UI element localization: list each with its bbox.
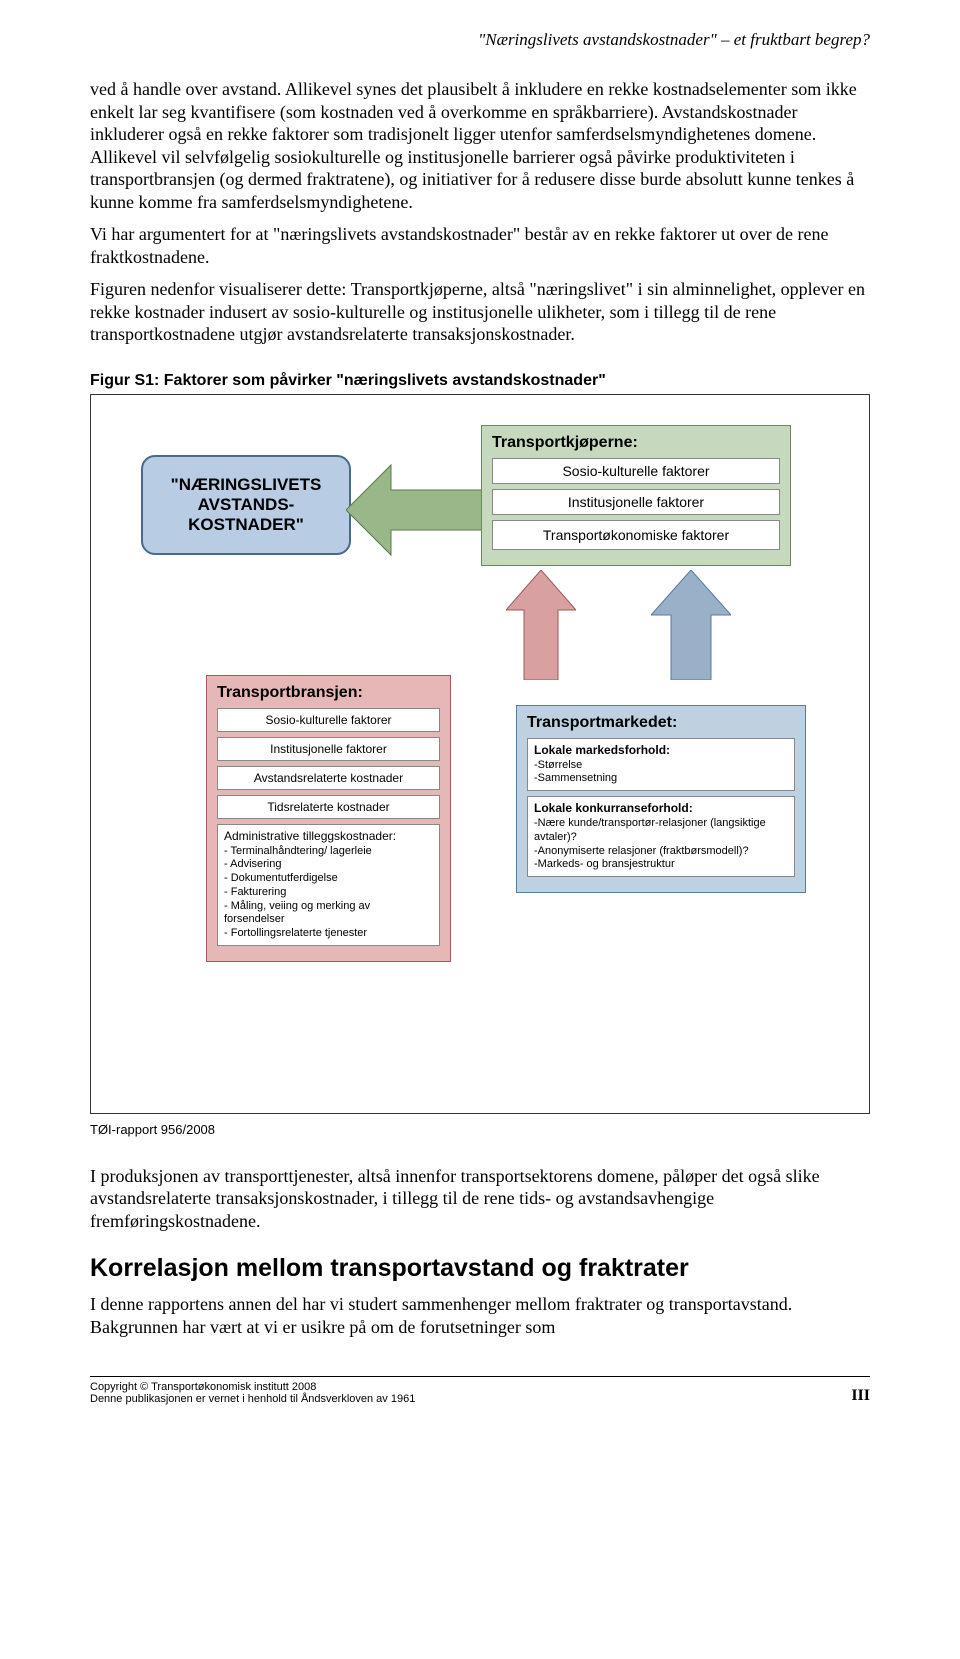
- list-item: -Nære kunde/transportør-relasjoner (lang…: [534, 817, 788, 845]
- page-footer: Copyright © Transportøkonomisk institutt…: [90, 1376, 870, 1405]
- footer-left: Copyright © Transportøkonomisk institutt…: [90, 1381, 415, 1405]
- body-text-block: I denne rapportens annen del har vi stud…: [90, 1293, 870, 1338]
- diagram: "NÆRINGSLIVETS AVSTANDS-KOSTNADER" Trans…: [111, 425, 849, 1093]
- copyright-line: Copyright © Transportøkonomisk institutt…: [90, 1381, 415, 1393]
- admin-label: Administrative tilleggskostnader:: [224, 829, 433, 843]
- body-text-block: ved å handle over avstand. Allikevel syn…: [90, 78, 870, 346]
- subbox: Institusjonelle faktorer: [217, 737, 440, 761]
- list-item: - Måling, veiing og merking av forsendel…: [224, 900, 433, 928]
- running-header: "Næringslivets avstandskostnader" – et f…: [90, 30, 870, 50]
- node-industry-title: Transportbransjen:: [217, 684, 440, 702]
- subbox-admin: Administrative tilleggskostnader: - Term…: [217, 824, 440, 946]
- node-market-title: Transportmarkedet:: [527, 714, 795, 732]
- node-buyers-title: Transportkjøperne:: [492, 434, 780, 452]
- copyright-line2: Denne publikasjonen er vernet i henhold …: [90, 1393, 415, 1405]
- subbox: Avstandsrelaterte kostnader: [217, 766, 440, 790]
- paragraph: ved å handle over avstand. Allikevel syn…: [90, 78, 870, 213]
- market2-label: Lokale konkurranseforhold:: [534, 801, 788, 815]
- subbox-market2: Lokale konkurranseforhold: -Nære kunde/t…: [527, 796, 795, 877]
- admin-list: - Terminalhåndtering/ lagerleie - Advise…: [224, 845, 433, 941]
- list-item: - Dokumentutferdigelse: [224, 872, 433, 886]
- body-text-block: I produksjonen av transporttjenester, al…: [90, 1165, 870, 1233]
- node-industry: Transportbransjen: Sosio-kulturelle fakt…: [206, 675, 451, 962]
- market2-list: -Nære kunde/transportør-relasjoner (lang…: [534, 817, 788, 872]
- subbox: Sosio-kulturelle faktorer: [217, 708, 440, 732]
- list-item: - Terminalhåndtering/ lagerleie: [224, 845, 433, 859]
- report-reference: TØI-rapport 956/2008: [90, 1122, 870, 1137]
- arrow-green-icon: [346, 455, 491, 565]
- node-main-label: "NÆRINGSLIVETS AVSTANDS-KOSTNADER": [171, 475, 322, 534]
- paragraph: Vi har argumentert for at "næringslivets…: [90, 223, 870, 268]
- market1-label: Lokale markedsforhold:: [534, 743, 788, 757]
- list-item: - Fortollingsrelaterte tjenester: [224, 927, 433, 941]
- figure-container: "NÆRINGSLIVETS AVSTANDS-KOSTNADER" Trans…: [90, 394, 870, 1114]
- market1-list: -Størrelse -Sammensetning: [534, 759, 788, 787]
- list-item: - Fakturering: [224, 886, 433, 900]
- list-item: - Advisering: [224, 858, 433, 872]
- arrow-blue-icon: [651, 570, 731, 680]
- node-buyers: Transportkjøperne: Sosio-kulturelle fakt…: [481, 425, 791, 566]
- subbox: Sosio-kulturelle faktorer: [492, 458, 780, 484]
- arrow-pink-icon: [506, 570, 576, 680]
- list-item: -Markeds- og bransjestruktur: [534, 858, 788, 872]
- list-item: -Størrelse: [534, 759, 788, 773]
- figure-caption: Figur S1: Faktorer som påvirker "nærings…: [90, 372, 870, 390]
- section-heading: Korrelasjon mellom transportavstand og f…: [90, 1254, 870, 1283]
- node-main: "NÆRINGSLIVETS AVSTANDS-KOSTNADER": [141, 455, 351, 555]
- paragraph: Figuren nedenfor visualiserer dette: Tra…: [90, 278, 870, 346]
- subbox-market1: Lokale markedsforhold: -Størrelse -Samme…: [527, 738, 795, 792]
- list-item: -Sammensetning: [534, 772, 788, 786]
- paragraph: I denne rapportens annen del har vi stud…: [90, 1293, 870, 1338]
- subbox: Transportøkonomiske faktorer: [492, 520, 780, 550]
- page-number: III: [851, 1387, 870, 1405]
- subbox: Institusjonelle faktorer: [492, 489, 780, 515]
- list-item: -Anonymiserte relasjoner (fraktbørsmodel…: [534, 845, 788, 859]
- node-market: Transportmarkedet: Lokale markedsforhold…: [516, 705, 806, 894]
- subbox: Tidsrelaterte kostnader: [217, 795, 440, 819]
- paragraph: I produksjonen av transporttjenester, al…: [90, 1165, 870, 1233]
